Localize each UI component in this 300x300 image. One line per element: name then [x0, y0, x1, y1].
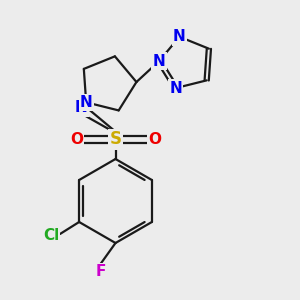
Text: F: F — [95, 264, 106, 279]
Text: N: N — [75, 100, 87, 116]
Text: Cl: Cl — [43, 228, 59, 243]
Text: O: O — [148, 132, 161, 147]
Text: N: N — [80, 95, 92, 110]
Text: N: N — [173, 29, 186, 44]
Text: N: N — [169, 80, 182, 95]
Text: N: N — [153, 54, 165, 69]
Text: S: S — [110, 130, 122, 148]
Text: O: O — [70, 132, 83, 147]
